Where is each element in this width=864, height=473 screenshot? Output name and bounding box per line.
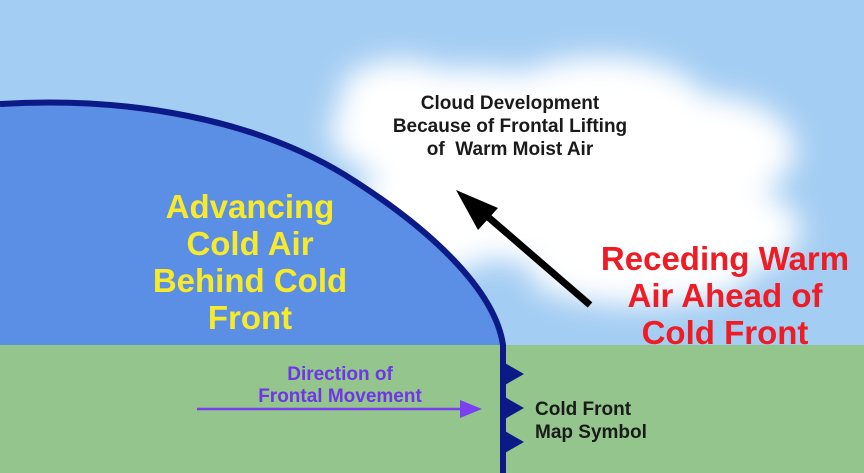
cold-label-line: Advancing (165, 188, 335, 225)
cold-front-map-symbol (503, 362, 524, 454)
cold-label-line: Front (207, 299, 293, 336)
cold-air-mass (0, 102, 503, 345)
movement-label-line: Frontal Movement (258, 386, 422, 407)
front-triangle (503, 396, 524, 420)
cloud-development-label: Cloud Development Because of Frontal Lif… (360, 92, 660, 161)
advancing-cold-air-label: Advancing Cold Air Behind Cold Front (100, 188, 400, 336)
cold-label-line: Behind Cold (152, 262, 348, 299)
cold-label-line: Cold Air (186, 225, 314, 262)
symbol-label-line: Map Symbol (535, 422, 647, 443)
frontal-movement-label: Direction of Frontal Movement (200, 364, 480, 408)
movement-arrow (197, 400, 482, 418)
map-symbol-label: Cold Front Map Symbol (535, 398, 647, 444)
warm-label-line: Receding Warm (600, 240, 850, 277)
cloud (330, 57, 800, 305)
cold-front-boundary (0, 99, 506, 473)
movement-label-line: Direction of (287, 364, 393, 385)
symbol-label-line: Cold Front (535, 399, 632, 420)
warm-label-line: Air Ahead of (627, 277, 823, 314)
cloud-label-line: of Warm Moist Air (426, 139, 594, 160)
front-triangle (503, 430, 524, 454)
warm-label-line: Cold Front (641, 314, 809, 351)
front-triangle (503, 362, 524, 386)
cloud-label-line: Because of Frontal Lifting (392, 116, 628, 137)
uplift-arrow (456, 190, 593, 308)
cloud-label-line: Cloud Development (420, 93, 600, 114)
receding-warm-air-label: Receding Warm Air Ahead of Cold Front (560, 240, 864, 351)
